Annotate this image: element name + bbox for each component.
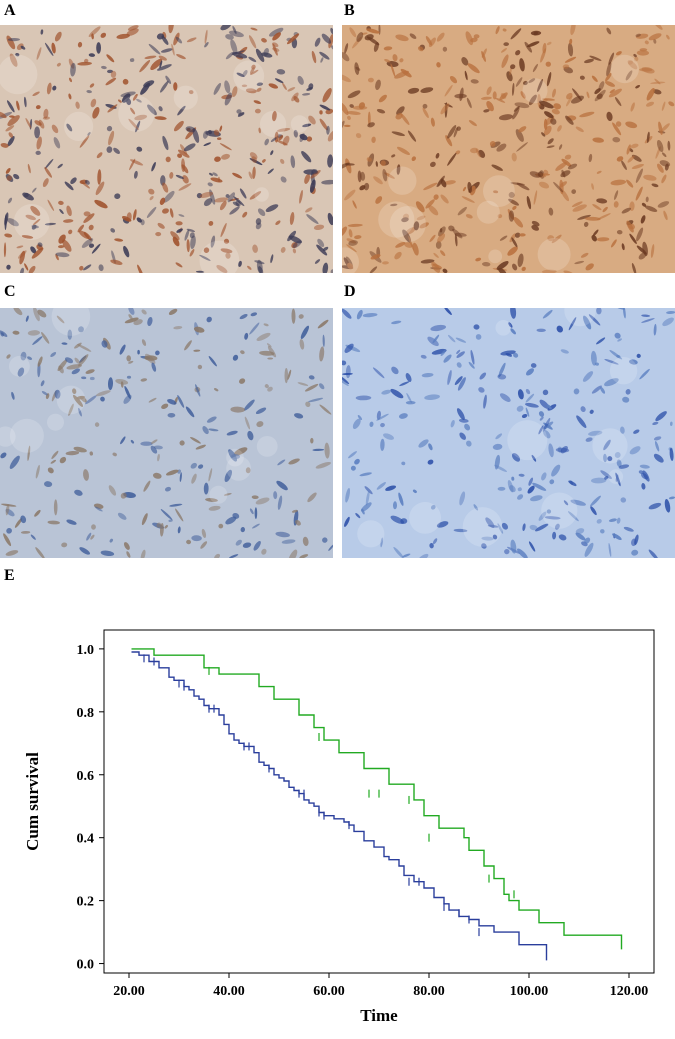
panel-label-b: B bbox=[344, 2, 355, 19]
y-axis-label: Cum survival bbox=[23, 752, 42, 851]
micrograph-d bbox=[342, 308, 675, 558]
micrograph-c bbox=[0, 308, 333, 558]
plot-frame bbox=[103, 629, 655, 974]
x-tick-label: 20.00 bbox=[113, 984, 145, 999]
y-tick-label: 0.8 bbox=[77, 706, 95, 721]
y-tick-label: 0.2 bbox=[77, 895, 95, 910]
y-tick-label: 0.0 bbox=[77, 958, 95, 973]
panel-label-c: C bbox=[4, 283, 16, 300]
micrograph-b bbox=[342, 25, 675, 273]
micrograph-a bbox=[0, 25, 333, 273]
x-tick-label: 100.00 bbox=[510, 984, 549, 999]
panel-label-d: D bbox=[344, 283, 356, 300]
y-tick-label: 1.0 bbox=[77, 643, 95, 658]
y-tick-label: 0.4 bbox=[77, 832, 95, 847]
x-tick-label: 120.00 bbox=[610, 984, 649, 999]
x-axis-label: Time bbox=[360, 1006, 398, 1025]
panel-label-e: E bbox=[4, 567, 15, 584]
survival-curve-1 bbox=[131, 648, 623, 950]
x-tick-label: 40.00 bbox=[213, 984, 245, 999]
x-tick-label: 60.00 bbox=[313, 984, 345, 999]
x-tick-label: 80.00 bbox=[413, 984, 445, 999]
survival-chart: 20.00 40.00 60.00 80.00 100.00 120.00 0.0 0.2 0.… bbox=[0, 590, 675, 1034]
survival-curve-2 bbox=[131, 651, 548, 961]
panel-label-a: A bbox=[4, 2, 16, 19]
y-tick-label: 0.6 bbox=[77, 769, 95, 784]
